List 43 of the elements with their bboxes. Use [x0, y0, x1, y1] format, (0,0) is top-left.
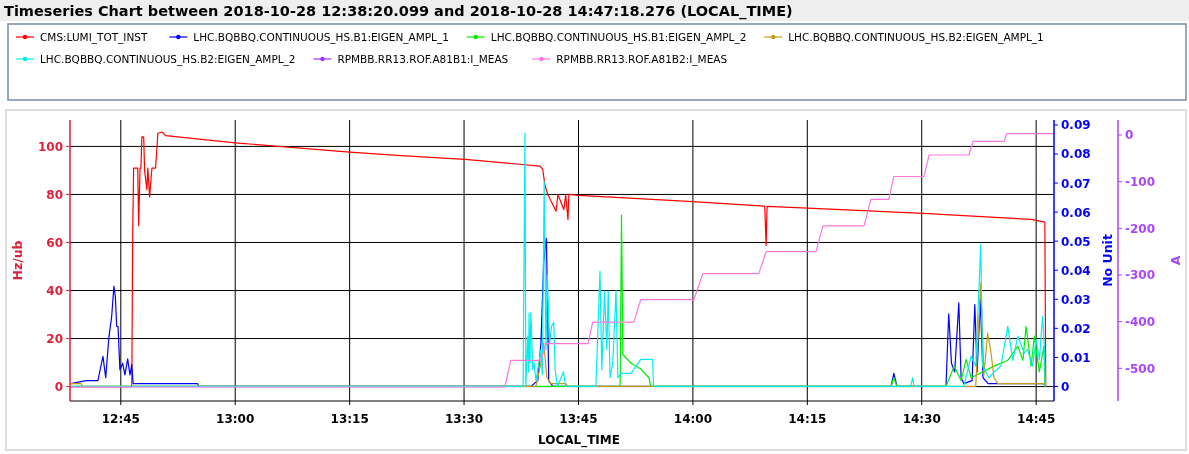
y3-tick-label: -100: [1125, 175, 1156, 190]
x-tick-label: 13:00: [216, 412, 255, 426]
y2-tick-label: 0.07: [1061, 176, 1091, 191]
y-tick-label: 40: [46, 284, 63, 299]
y-tick-label: 0: [54, 380, 63, 395]
y2-tick-label: 0.01: [1061, 350, 1091, 365]
x-tick-label: 13:45: [559, 412, 598, 426]
legend-label: RPMBB.RR13.ROF.A81B1:I_MEAS: [337, 53, 509, 66]
y3-tick-label: -300: [1125, 268, 1156, 283]
chart-title: Timeseries Chart between 2018-10-28 12:38:20.099 and 2018-10-28 14:47:18.276 (LOCAL_TIME): [4, 3, 793, 20]
legend-label: LHC.BQBBQ.CONTINUOUS_HS.B1:EIGEN_AMPL_1: [193, 31, 449, 44]
y3-axis-title: A: [1168, 255, 1183, 266]
x-tick-label: 14:30: [902, 412, 941, 426]
x-tick-label: 13:15: [330, 412, 369, 426]
y3-tick-label: -500: [1125, 361, 1156, 376]
y3-tick-label: 0: [1125, 128, 1134, 143]
y3-tick-label: -200: [1125, 221, 1156, 236]
y2-tick-label: 0.02: [1061, 321, 1091, 336]
y3-tick-label: -400: [1125, 315, 1156, 330]
y2-tick-label: 0.08: [1061, 147, 1091, 162]
legend-label: LHC.BQBBQ.CONTINUOUS_HS.B1:EIGEN_AMPL_2: [490, 31, 747, 44]
legend-label: LHC.BQBBQ.CONTINUOUS_HS.B2:EIGEN_AMPL_1: [788, 31, 1044, 44]
x-tick-label: 13:30: [444, 412, 484, 426]
y2-tick-label: 0: [1061, 379, 1070, 394]
legend-label: LHC.BQBBQ.CONTINUOUS_HS.B2:EIGEN_AMPL_2: [40, 53, 296, 66]
y-axis-title: Hz/ub: [10, 240, 25, 281]
legend-label: CMS:LUMI_TOT_INST: [40, 31, 148, 44]
y2-tick-label: 0.06: [1061, 205, 1091, 220]
x-tick-label: 14:00: [673, 412, 712, 426]
x-tick-label: 14:15: [788, 412, 827, 426]
y2-tick-label: 0.03: [1061, 292, 1091, 307]
y-tick-label: 60: [46, 235, 63, 250]
y2-tick-label: 0.05: [1061, 234, 1091, 249]
y-tick-label: 100: [37, 139, 63, 154]
y2-tick-label: 0.09: [1061, 118, 1091, 133]
y2-tick-label: 0.04: [1061, 263, 1091, 278]
y-tick-label: 20: [46, 332, 63, 347]
legend-label: RPMBB.RR13.ROF.A81B2:I_MEAS: [556, 53, 728, 66]
y2-axis-title: No Unit: [1100, 234, 1115, 287]
x-tick-label: 12:45: [101, 412, 140, 426]
x-axis-title: LOCAL_TIME: [538, 433, 620, 448]
y-tick-label: 80: [46, 187, 63, 202]
x-tick-label: 14:45: [1017, 412, 1056, 426]
